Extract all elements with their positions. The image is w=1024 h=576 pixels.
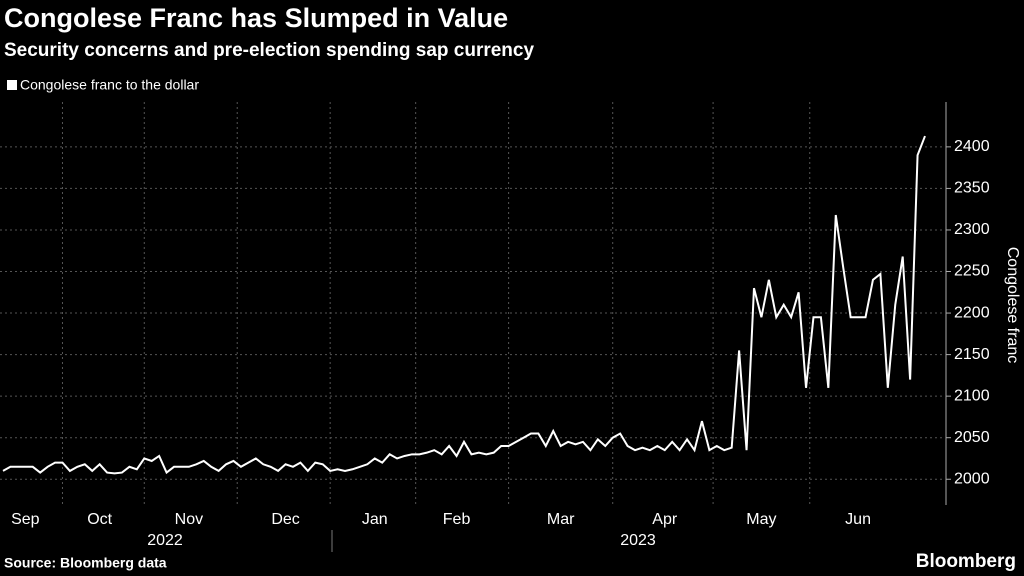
year-label: 2023 (620, 532, 656, 549)
y-tick-label: 2200 (954, 304, 990, 321)
x-tick-label: Sep (11, 511, 40, 528)
y-tick-label: 2150 (954, 346, 990, 363)
y-tick-label: 2000 (954, 470, 990, 487)
chart-title: Congolese Franc has Slumped in Value (4, 3, 508, 33)
legend-label: Congolese franc to the dollar (20, 77, 199, 93)
y-tick-label: 2100 (954, 387, 990, 404)
x-tick-label: Apr (652, 511, 678, 528)
x-tick-label: Jun (845, 511, 871, 528)
legend-swatch (7, 80, 17, 90)
y-axis-title: Congolese franc (1004, 247, 1021, 364)
line (2, 135, 926, 475)
x-tick-label: May (746, 511, 776, 528)
y-tick-label: 2050 (954, 429, 990, 446)
x-tick-label: Jan (362, 511, 388, 528)
y-tick-label: 2250 (954, 263, 990, 280)
source: Source: Bloomberg data (4, 555, 167, 571)
x-tick-label: Oct (87, 511, 112, 528)
x-tick-label: Feb (443, 511, 471, 528)
x-tick-label: Dec (271, 511, 299, 528)
brand: Bloomberg (916, 551, 1016, 572)
y-tick-label: 2300 (954, 221, 990, 238)
chart-subtitle: Security concerns and pre-election spend… (4, 40, 534, 61)
year-label: 2022 (147, 532, 183, 549)
x-tick-label: Mar (547, 511, 575, 528)
y-tick-label: 2400 (954, 138, 990, 155)
x-tick-label: Nov (175, 511, 203, 528)
y-tick-label: 2350 (954, 180, 990, 197)
